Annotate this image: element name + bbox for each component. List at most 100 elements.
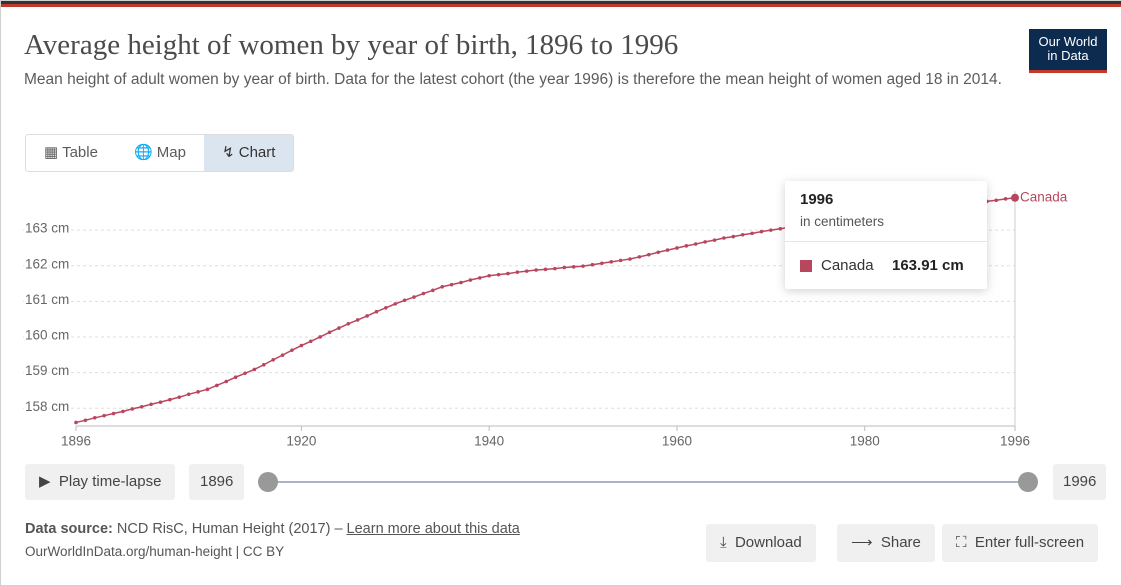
point (168, 397, 172, 402)
point (318, 335, 322, 339)
tab[interactable]: ↯ Chart (203, 135, 294, 171)
x-tick-label: 1920 (286, 434, 316, 449)
point (562, 265, 567, 270)
point (496, 272, 501, 277)
point (402, 298, 407, 303)
point (778, 226, 783, 231)
point (487, 273, 491, 278)
fullscreen-button[interactable]: ⛶ Enter full-screen (942, 524, 1099, 562)
point (449, 282, 454, 287)
point (102, 413, 106, 418)
point (280, 353, 285, 357)
point (750, 231, 754, 236)
point (534, 268, 538, 272)
y-tick-label: 159 cm (25, 363, 69, 378)
point (769, 228, 773, 232)
point (149, 402, 153, 407)
point (421, 291, 426, 296)
point (571, 265, 576, 269)
slider-handle[interactable] (258, 472, 278, 492)
point (196, 390, 200, 394)
point (665, 248, 670, 252)
point (83, 418, 88, 423)
point (224, 379, 229, 384)
y-tick-label: 158 cm (25, 399, 69, 414)
point (477, 276, 482, 280)
point (524, 269, 529, 273)
y-tick-label: 161 cm (25, 292, 69, 307)
x-tick-label: 1996 (1000, 434, 1030, 449)
tab-label: Table (62, 144, 98, 161)
point (543, 267, 548, 272)
tab-label: Chart (238, 144, 276, 161)
button-label: Enter full-screen (974, 534, 1085, 551)
tab[interactable]: ▦ Table (44, 144, 98, 161)
point (92, 416, 97, 420)
point (337, 326, 341, 330)
tooltip-series: Canada (821, 257, 874, 274)
point (628, 257, 632, 261)
source-link[interactable]: Learn more about this data (346, 521, 520, 537)
logo[interactable]: Our World in Data (1029, 29, 1107, 73)
point (440, 284, 445, 289)
start-year[interactable]: 1896 (189, 464, 245, 500)
url[interactable]: OurWorldInData.org/human-height | CC BY (25, 544, 285, 559)
share-button[interactable]: ⟶ Share (837, 524, 935, 562)
point (515, 270, 520, 274)
source-line: Data source: NCD RisC, Human Height (201… (25, 521, 520, 537)
tab-bar: ▦ Table 🌐 Map ↯ Chart (25, 134, 295, 172)
y-tick-label: 163 cm (25, 221, 69, 236)
point (618, 258, 623, 263)
y-tick-label: 160 cm (25, 328, 69, 343)
point (215, 383, 219, 388)
point (384, 305, 388, 310)
point (431, 288, 435, 293)
point (205, 387, 210, 392)
point (712, 238, 717, 242)
point (111, 411, 116, 416)
point (271, 357, 275, 362)
point (600, 261, 604, 266)
x-tick-label: 1960 (662, 434, 692, 449)
chart: 158 cm 159 cm 160 cm 161 cm 162 cm 163 cm 1896… (23, 189, 1068, 449)
end-year[interactable]: 1996 (1053, 464, 1107, 500)
point (139, 404, 144, 409)
point (581, 264, 585, 268)
button-label: Download (734, 534, 802, 551)
logo-line: Our World (1038, 34, 1098, 49)
point (252, 367, 257, 372)
point (1011, 193, 1019, 202)
point (731, 234, 736, 239)
point (994, 198, 999, 203)
tooltip-title: 1996 (800, 191, 834, 208)
point (675, 246, 679, 250)
point (656, 250, 660, 255)
point (740, 232, 745, 237)
point (121, 409, 125, 414)
button-label: Play time-lapse (58, 473, 162, 490)
point (1003, 197, 1008, 201)
point (722, 236, 726, 240)
point (233, 375, 238, 380)
tooltip-unit: in centimeters (800, 214, 885, 229)
point (693, 242, 698, 246)
point (158, 400, 163, 404)
legend-swatch (800, 260, 812, 272)
point (355, 318, 360, 322)
point (393, 302, 398, 306)
play-button[interactable]: ▶ Play time-lapse (25, 464, 176, 500)
series-label: Canada (1020, 189, 1068, 204)
point (759, 229, 764, 234)
point (684, 244, 689, 248)
source: NCD RisC, Human Height (2017) – (116, 521, 343, 537)
slider-handle[interactable] (1018, 472, 1038, 492)
source-label: Data source: (25, 521, 113, 537)
point (553, 266, 557, 271)
chart-subtitle: Mean height of adult women by year of bi… (24, 71, 1002, 88)
download-button[interactable]: ⤓ Download (706, 524, 816, 562)
point (374, 309, 379, 314)
point (506, 271, 510, 276)
tab[interactable]: 🌐 Map (133, 144, 186, 161)
point (703, 240, 707, 244)
